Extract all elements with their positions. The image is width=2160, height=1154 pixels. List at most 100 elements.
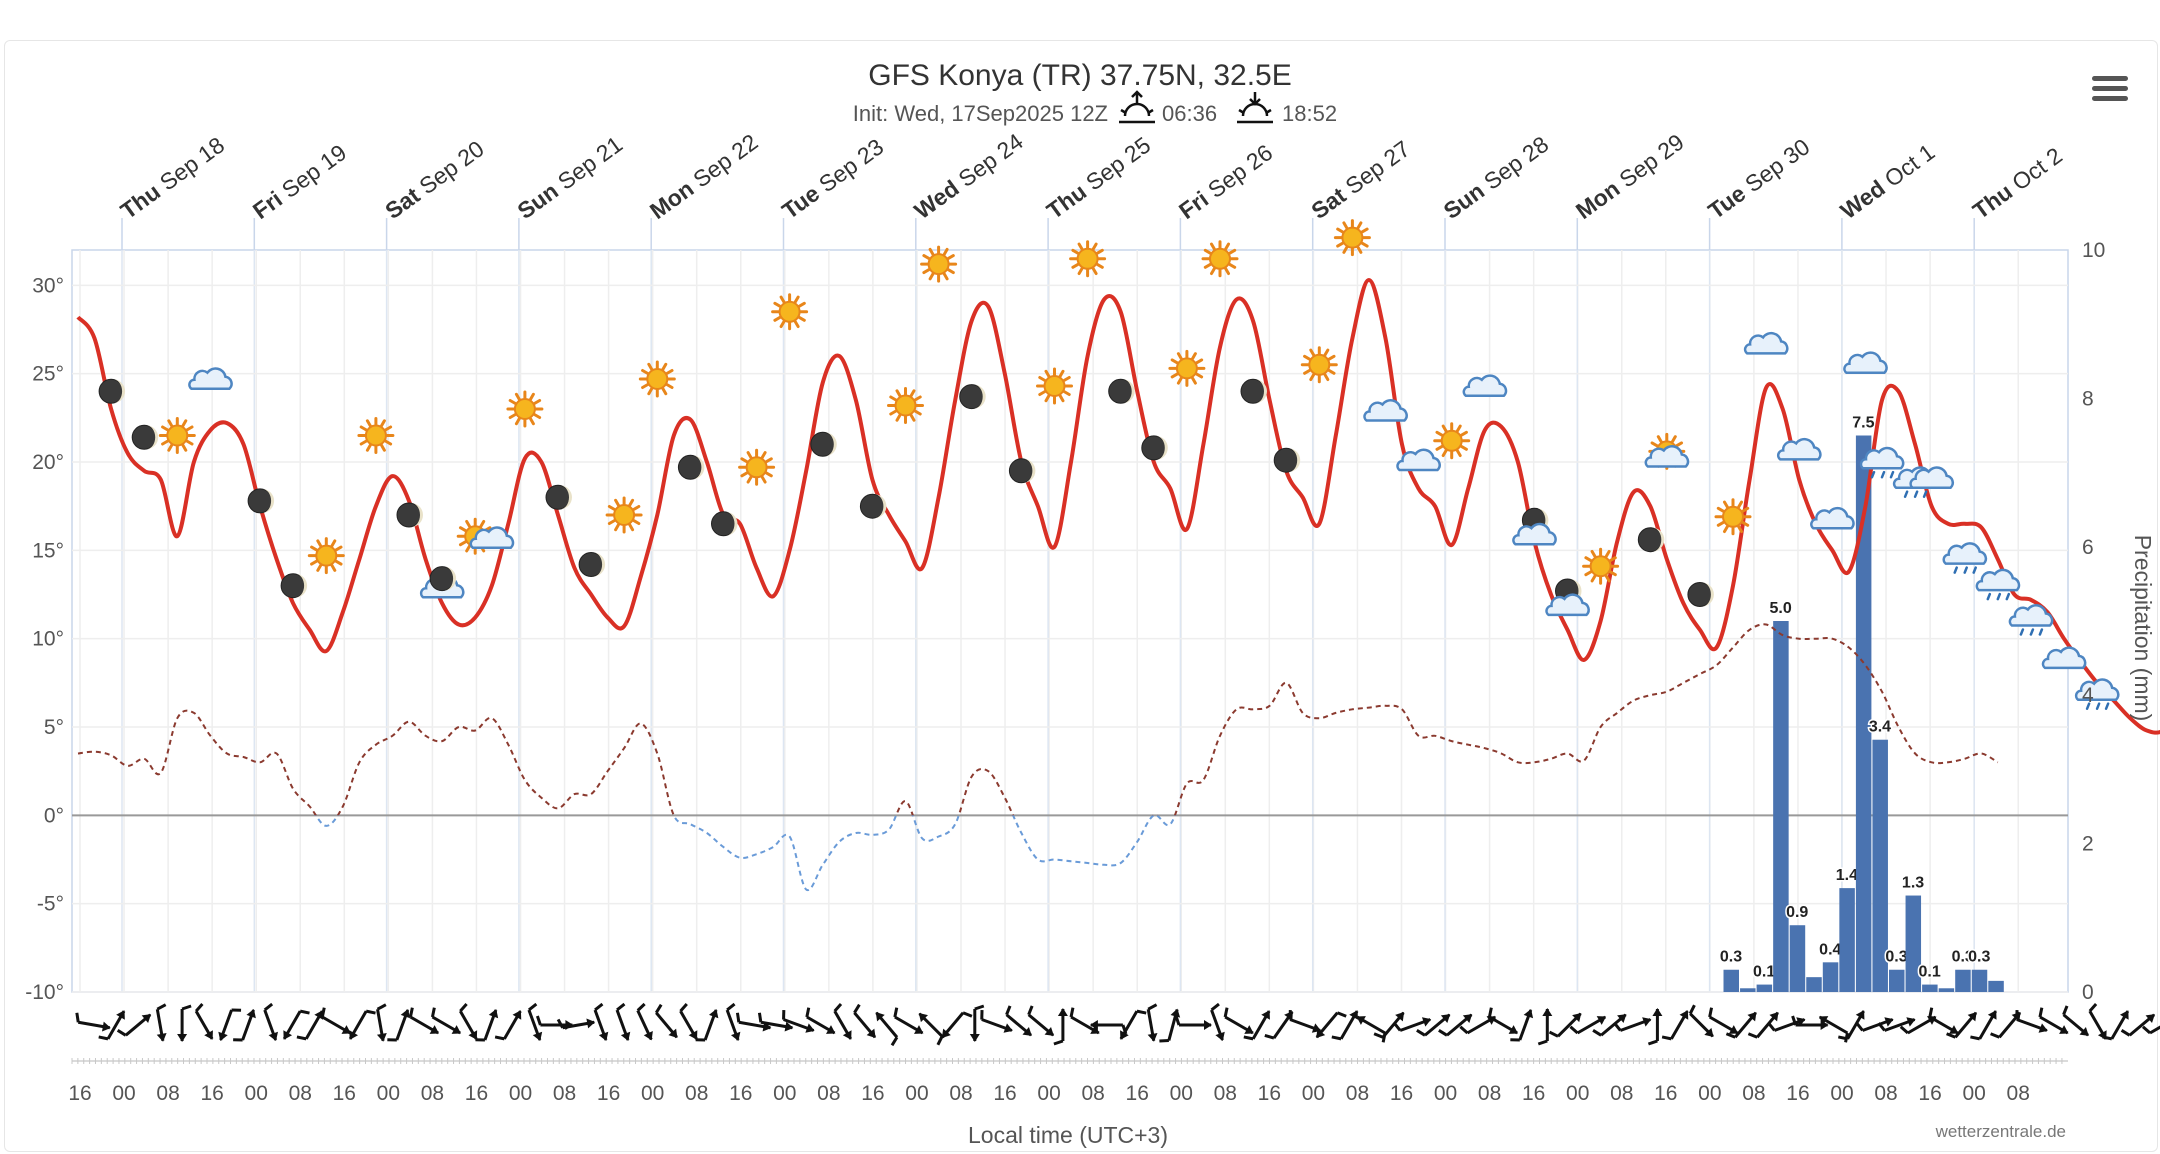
x-tick-label: 16	[200, 1082, 223, 1105]
moon-disc	[711, 511, 736, 537]
sun-ray	[779, 319, 786, 329]
wind-head	[969, 1034, 980, 1042]
x-tick-label: 00	[1698, 1082, 1721, 1105]
wind-barb	[893, 1007, 899, 1018]
sun-ray	[1327, 368, 1336, 375]
sun-ray	[334, 559, 343, 566]
x-tick-label: 00	[905, 1082, 928, 1105]
sun-ray	[1459, 430, 1468, 437]
sun-ray	[1608, 570, 1617, 577]
sun-disc	[1209, 247, 1231, 270]
wind-barb	[494, 1035, 505, 1041]
wind-arrow	[218, 1008, 242, 1041]
rain-drop	[1922, 490, 1928, 498]
sunrise-time: 06:36	[1162, 101, 1217, 126]
sun-ray	[942, 272, 949, 281]
wind-arrow	[1548, 1012, 1582, 1038]
sun-ray	[1170, 358, 1179, 365]
day-label: Sat Sep 20	[380, 135, 488, 224]
wind-barb	[1005, 1005, 1012, 1016]
wind-arrow	[1459, 1015, 1497, 1035]
moon-lit	[973, 384, 986, 409]
wind-arrow	[1970, 1010, 1997, 1041]
wind-barb	[2141, 1025, 2152, 1035]
wind-barb	[181, 1004, 192, 1011]
wind-barb	[974, 1004, 985, 1011]
wind-head	[842, 1030, 852, 1040]
cloud-shape	[1810, 506, 1855, 530]
day-label: Sun Sep 21	[513, 131, 628, 224]
wind-head	[1022, 1026, 1032, 1036]
sun-ray	[797, 301, 806, 308]
day-label: Sun Sep 28	[1439, 131, 1554, 224]
wind-arrow	[263, 1002, 278, 1041]
x-tick-label: 16	[333, 1082, 356, 1105]
wind-barb	[890, 1036, 899, 1047]
y-tick-label: 30°	[32, 274, 64, 297]
sun-ray	[909, 389, 916, 398]
precip-bar	[1938, 988, 1955, 992]
sun-ray	[508, 413, 517, 419]
wind-arrow	[1331, 1010, 1359, 1041]
wind-arrow	[1537, 1008, 1553, 1046]
cloud-shape	[188, 367, 233, 390]
y-tick-label: 25°	[32, 363, 64, 386]
cloud-shape	[1859, 446, 1905, 470]
sun-ray	[740, 457, 749, 464]
x-tick-label: 16	[1786, 1082, 1809, 1105]
sun-ray	[1342, 245, 1349, 254]
sun-disc	[613, 504, 636, 526]
y2-tick-label: 10	[2082, 239, 2105, 262]
y2-tick-label: 6	[2082, 536, 2094, 559]
wind-barb	[1537, 1039, 1548, 1046]
x-tick-label: 08	[289, 1082, 312, 1105]
sun-ray	[1228, 262, 1237, 269]
sun-ray	[379, 419, 386, 428]
wind-arrow	[1613, 1017, 1652, 1032]
wind-arrow	[2120, 1013, 2156, 1037]
sun-ray	[330, 539, 337, 548]
wind-arrow	[695, 1009, 719, 1042]
wind-arrow	[1928, 1007, 1959, 1035]
sun-ray	[1656, 435, 1663, 444]
sun-ray	[1091, 266, 1098, 276]
sun-disc	[927, 253, 950, 276]
x-tick-label: 00	[112, 1082, 135, 1105]
sun-ray	[1071, 262, 1080, 269]
wind-arrow	[853, 1003, 877, 1039]
wind-barb	[1159, 1038, 1169, 1043]
wind-head	[1596, 1016, 1607, 1025]
wind-barb	[735, 1012, 741, 1023]
sun-ray	[359, 439, 368, 446]
cloud-icon	[1743, 331, 1789, 355]
cloud-icon	[188, 367, 233, 390]
wind-arrow	[1877, 1017, 1916, 1032]
wind-arrow	[1946, 1011, 1978, 1039]
cloud-icon	[1777, 437, 1822, 461]
cloud-shape	[469, 526, 515, 549]
wind-arrow	[1393, 1017, 1432, 1032]
axes: 16 00 08 16 00 08 16 00 08 16 00 08 16 00 08 16 00 08 16 00…	[25, 239, 2105, 1105]
wind-arrow	[636, 1002, 653, 1041]
rain-drop	[1963, 566, 1968, 574]
sun-ray	[1190, 352, 1197, 361]
precip-bar-label: 0.3	[1968, 949, 1990, 966]
menu-icon[interactable]	[2090, 72, 2130, 108]
sun-disc	[1722, 505, 1744, 528]
moon-icon	[247, 488, 275, 514]
y2-tick-label: 0	[2082, 981, 2094, 1004]
sun-ray	[1741, 520, 1750, 527]
sun-ray	[1650, 441, 1659, 448]
wind-arrow	[1747, 1011, 1779, 1039]
sun-ray	[1604, 549, 1611, 559]
wind-barb	[387, 1038, 397, 1042]
wind-shaft	[2149, 1015, 2160, 1035]
sun-disc	[1440, 429, 1463, 452]
day-date: Sep 25	[1076, 132, 1155, 200]
moon-disc	[98, 378, 124, 404]
wind-barb	[299, 1009, 310, 1015]
wind-head	[1542, 1008, 1553, 1016]
sun-ray	[359, 425, 368, 432]
y2-tick-label: 8	[2082, 387, 2094, 410]
